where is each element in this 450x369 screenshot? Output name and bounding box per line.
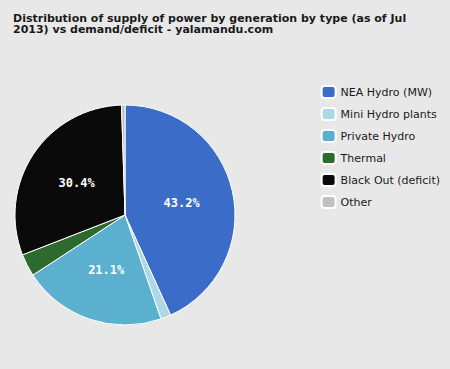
svg-text:Black Out (deficit): Black Out (deficit) [341, 174, 440, 187]
svg-text:21.1%: 21.1% [88, 263, 125, 277]
svg-text:Other: Other [341, 196, 373, 209]
svg-text:Mini Hydro plants: Mini Hydro plants [341, 108, 437, 121]
svg-text:Distribution of supply of powe: Distribution of supply of power by gener… [13, 12, 407, 25]
svg-text:NEA Hydro (MW): NEA Hydro (MW) [341, 86, 432, 99]
svg-text:30.4%: 30.4% [59, 176, 96, 190]
svg-text:43.2%: 43.2% [164, 196, 201, 210]
svg-text:Private Hydro: Private Hydro [341, 130, 416, 143]
svg-text:2013) vs demand/deficit - yala: 2013) vs demand/deficit - yalamandu.com [13, 23, 273, 36]
svg-text:Thermal: Thermal [340, 152, 386, 165]
